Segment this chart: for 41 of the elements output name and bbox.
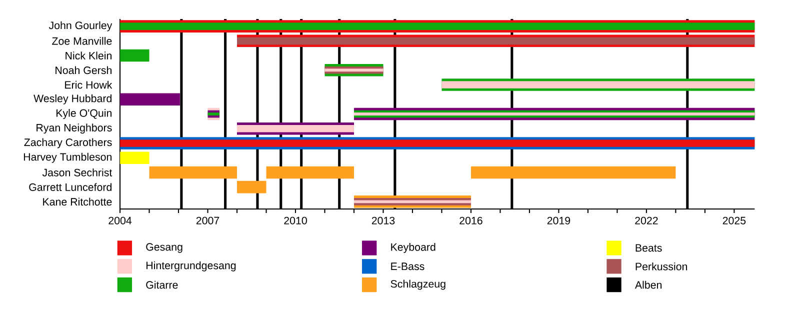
bar [120,140,755,147]
x-tick-label: 2019 [547,216,570,224]
y-tick-label: Jason Sechrist [42,168,112,176]
bar [120,93,180,106]
y-tick-label: Kane Ritchotte [43,198,112,206]
legend-label: E-Bass [391,262,424,270]
x-tick-label: 2025 [722,216,746,224]
bar [120,152,150,164]
y-tick-label: Harvey Tumbleson [24,152,112,163]
y-tick-label: Nick Klein [66,52,112,60]
y-tick-label: Wesley Hubbard [34,94,112,104]
y-tick-label: John Gourley [48,21,112,32]
x-tick-label: 2022 [635,216,658,224]
bar [470,166,676,179]
bar [237,37,755,45]
y-tick-label: Zoe Manville [52,36,112,45]
y-tick-label: Zachary Carothers [24,138,112,148]
x-tick-label: 2010 [284,216,307,224]
y-tick-label: Noah Gersh [56,66,112,74]
x-tick-label: 2013 [372,216,395,224]
legend-label: Keyboard [391,243,436,253]
x-tick-label: 2004 [108,216,132,224]
legend-label: Schlagzeug [390,280,446,290]
x-tick-label: 2007 [196,216,220,224]
y-tick-label: Garrett Lunceford [29,183,112,191]
legend-label: Hintergrundgesang [146,261,236,272]
bar [266,166,354,179]
y-tick-label: Kyle O'Quin [56,109,112,119]
legend-label: Beats [636,244,662,252]
bar [354,112,755,116]
bar [208,112,220,116]
legend-label: Alben [634,280,662,289]
y-tick-label: Eric Howk [65,80,112,89]
bar [120,49,150,62]
bar [237,180,266,194]
y-tick-label: Ryan Neighbors [36,124,112,134]
x-tick-label: 2016 [460,216,482,224]
legend-label: Gesang [146,243,182,253]
legend-label: Gitarre [146,280,178,289]
legend-label: Perkussion [636,262,688,270]
bar [149,166,237,179]
